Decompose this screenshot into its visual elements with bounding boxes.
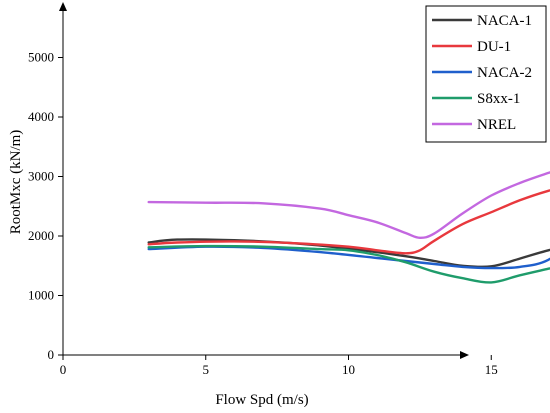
series-line-naca-2	[147, 245, 550, 270]
y-tick-label: 2000	[28, 228, 54, 243]
y-axis-label: RootMxc (kN/m)	[8, 130, 24, 235]
series-line-nrel	[147, 171, 550, 240]
series-line-du-1	[147, 189, 550, 255]
legend-label-naca-2: NACA-2	[477, 65, 532, 81]
legend: NACA-1 DU-1 NACA-2 S8xx-1 NREL	[425, 5, 547, 143]
x-tick-label: 0	[60, 362, 67, 377]
legend-label-nrel: NREL	[477, 117, 516, 133]
x-axis-label: Flow Spd (m/s)	[215, 392, 308, 408]
y-tick-label: 3000	[28, 169, 54, 184]
x-tick-label: 15	[485, 362, 498, 377]
series-line-naca-1	[147, 238, 550, 269]
x-axis-arrow	[460, 351, 469, 359]
y-axis-arrow	[59, 2, 67, 11]
legend-label-naca-1: NACA-1	[477, 13, 532, 29]
x-axis-ticks: 0510152025	[60, 355, 498, 377]
series-line-s8xx-1	[147, 244, 550, 284]
y-tick-label: 4000	[28, 109, 54, 124]
y-tick-label: 0	[48, 347, 55, 362]
legend-box	[425, 5, 547, 143]
y-axis-ticks: 0 1000 2000 3000 4000 5000	[28, 50, 63, 362]
y-tick-label: 5000	[28, 50, 54, 65]
plot-frame	[59, 2, 469, 359]
legend-label-du-1: DU-1	[477, 39, 511, 55]
legend-label-s8xx-1: S8xx-1	[477, 91, 520, 107]
series-lines	[147, 171, 550, 284]
x-tick-label: 10	[342, 362, 355, 377]
x-tick-label: 5	[203, 362, 210, 377]
y-tick-label: 1000	[28, 288, 54, 303]
legend-entries: NACA-1 DU-1 NACA-2 S8xx-1 NREL	[432, 13, 532, 133]
